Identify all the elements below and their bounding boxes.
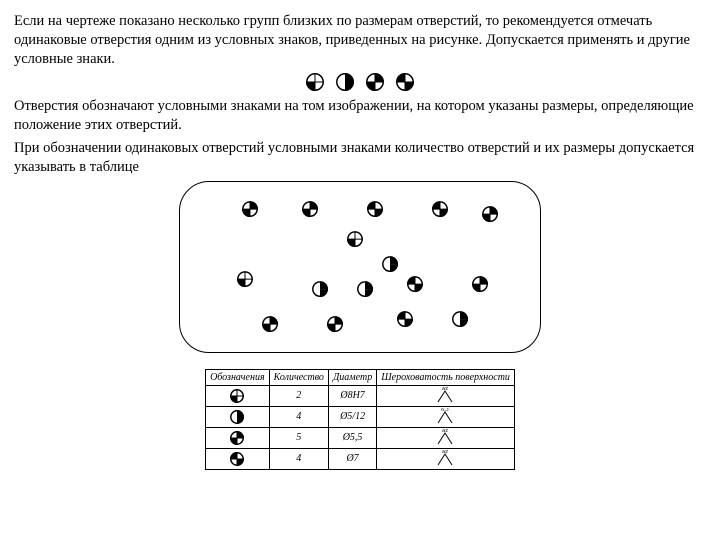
strip-symbol-icon — [396, 73, 414, 91]
hole-symbol — [452, 311, 468, 333]
hole-icon — [472, 276, 488, 292]
svg-text:Rz: Rz — [441, 429, 449, 434]
hole-icon — [407, 276, 423, 292]
hole-icon — [242, 201, 258, 217]
cell-symbol — [206, 427, 270, 448]
hole-icon — [357, 281, 373, 297]
paragraph-3: При обозначении одинаковых отверстий усл… — [14, 139, 706, 177]
plate-figure — [14, 181, 706, 359]
hole-symbol — [242, 201, 258, 223]
cell-qty: 2 — [269, 385, 328, 406]
strip-symbol-icon — [306, 73, 324, 91]
hole-icon — [397, 311, 413, 327]
th-rough: Шероховатость поверхности — [377, 369, 515, 385]
hole-icon — [237, 271, 253, 287]
hole-icon — [452, 311, 468, 327]
row-symbol-icon — [230, 431, 244, 445]
hole-symbol — [357, 281, 373, 303]
hole-symbol — [237, 271, 253, 293]
th-dia: Диаметр — [328, 369, 376, 385]
cell-dia: Ø7 — [328, 448, 376, 469]
roughness-icon: Rz — [434, 429, 458, 447]
symbol-strip — [14, 73, 706, 92]
table-row: 4Ø5/12 6,3 — [206, 406, 515, 427]
roughness-icon: Rz — [434, 387, 458, 405]
spec-table-wrap: Обозначения Количество Диаметр Шероховат… — [14, 369, 706, 470]
cell-symbol — [206, 406, 270, 427]
cell-roughness: Rz — [377, 427, 515, 448]
th-qty: Количество — [269, 369, 328, 385]
cell-symbol — [206, 385, 270, 406]
svg-text:Rz: Rz — [441, 387, 449, 392]
paragraph-1: Если на чертеже показано несколько групп… — [14, 12, 706, 69]
hole-icon — [327, 316, 343, 332]
hole-symbol — [382, 256, 398, 278]
cell-qty: 4 — [269, 406, 328, 427]
cell-roughness: Rz — [377, 385, 515, 406]
hole-symbol — [262, 316, 278, 338]
table-row: 2Ø8Н7 Rz — [206, 385, 515, 406]
hole-icon — [367, 201, 383, 217]
hole-icon — [432, 201, 448, 217]
cell-dia: Ø5,5 — [328, 427, 376, 448]
strip-symbol-icon — [336, 73, 354, 91]
cell-roughness: 6,3 — [377, 406, 515, 427]
cell-dia: Ø5/12 — [328, 406, 376, 427]
spec-table-body: 2Ø8Н7 Rz 4Ø5/12 6,3 5Ø5,5 Rz 4Ø7 Rz — [206, 385, 515, 469]
roughness-icon: Rz — [434, 450, 458, 468]
hole-icon — [302, 201, 318, 217]
row-symbol-icon — [230, 389, 244, 403]
hole-icon — [482, 206, 498, 222]
svg-text:Rz: Rz — [441, 450, 449, 455]
hole-symbol — [327, 316, 343, 338]
hole-symbol — [472, 276, 488, 298]
hole-icon — [347, 231, 363, 247]
plate-outline — [179, 181, 541, 353]
cell-qty: 5 — [269, 427, 328, 448]
spec-table-head: Обозначения Количество Диаметр Шероховат… — [206, 369, 515, 385]
paragraph-2: Отверстия обозначают условными знаками н… — [14, 97, 706, 135]
spec-table: Обозначения Количество Диаметр Шероховат… — [205, 369, 515, 470]
strip-symbol-icon — [366, 73, 384, 91]
row-symbol-icon — [230, 410, 244, 424]
hole-symbol — [312, 281, 328, 303]
hole-symbol — [407, 276, 423, 298]
th-symbol: Обозначения — [206, 369, 270, 385]
cell-qty: 4 — [269, 448, 328, 469]
cell-symbol — [206, 448, 270, 469]
row-symbol-icon — [230, 452, 244, 466]
cell-roughness: Rz — [377, 448, 515, 469]
hole-symbol — [432, 201, 448, 223]
hole-icon — [382, 256, 398, 272]
cell-dia: Ø8Н7 — [328, 385, 376, 406]
hole-symbol — [302, 201, 318, 223]
svg-text:6,3: 6,3 — [441, 408, 449, 413]
hole-symbol — [347, 231, 363, 253]
table-row: 4Ø7 Rz — [206, 448, 515, 469]
hole-symbol — [397, 311, 413, 333]
hole-icon — [312, 281, 328, 297]
hole-symbol — [367, 201, 383, 223]
hole-symbol — [482, 206, 498, 228]
roughness-icon: 6,3 — [434, 408, 458, 426]
hole-icon — [262, 316, 278, 332]
table-row: 5Ø5,5 Rz — [206, 427, 515, 448]
